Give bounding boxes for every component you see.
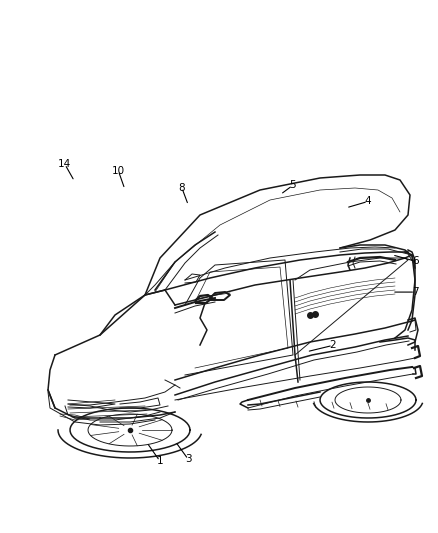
Text: 8: 8 xyxy=(178,183,185,192)
Text: 2: 2 xyxy=(329,341,336,350)
Text: 6: 6 xyxy=(412,256,419,266)
Text: 3: 3 xyxy=(185,455,192,464)
Text: 10: 10 xyxy=(112,166,125,175)
Text: 14: 14 xyxy=(58,159,71,169)
Text: 4: 4 xyxy=(364,197,371,206)
Text: 1: 1 xyxy=(156,456,163,466)
Text: 5: 5 xyxy=(289,181,296,190)
Text: 7: 7 xyxy=(412,287,419,297)
